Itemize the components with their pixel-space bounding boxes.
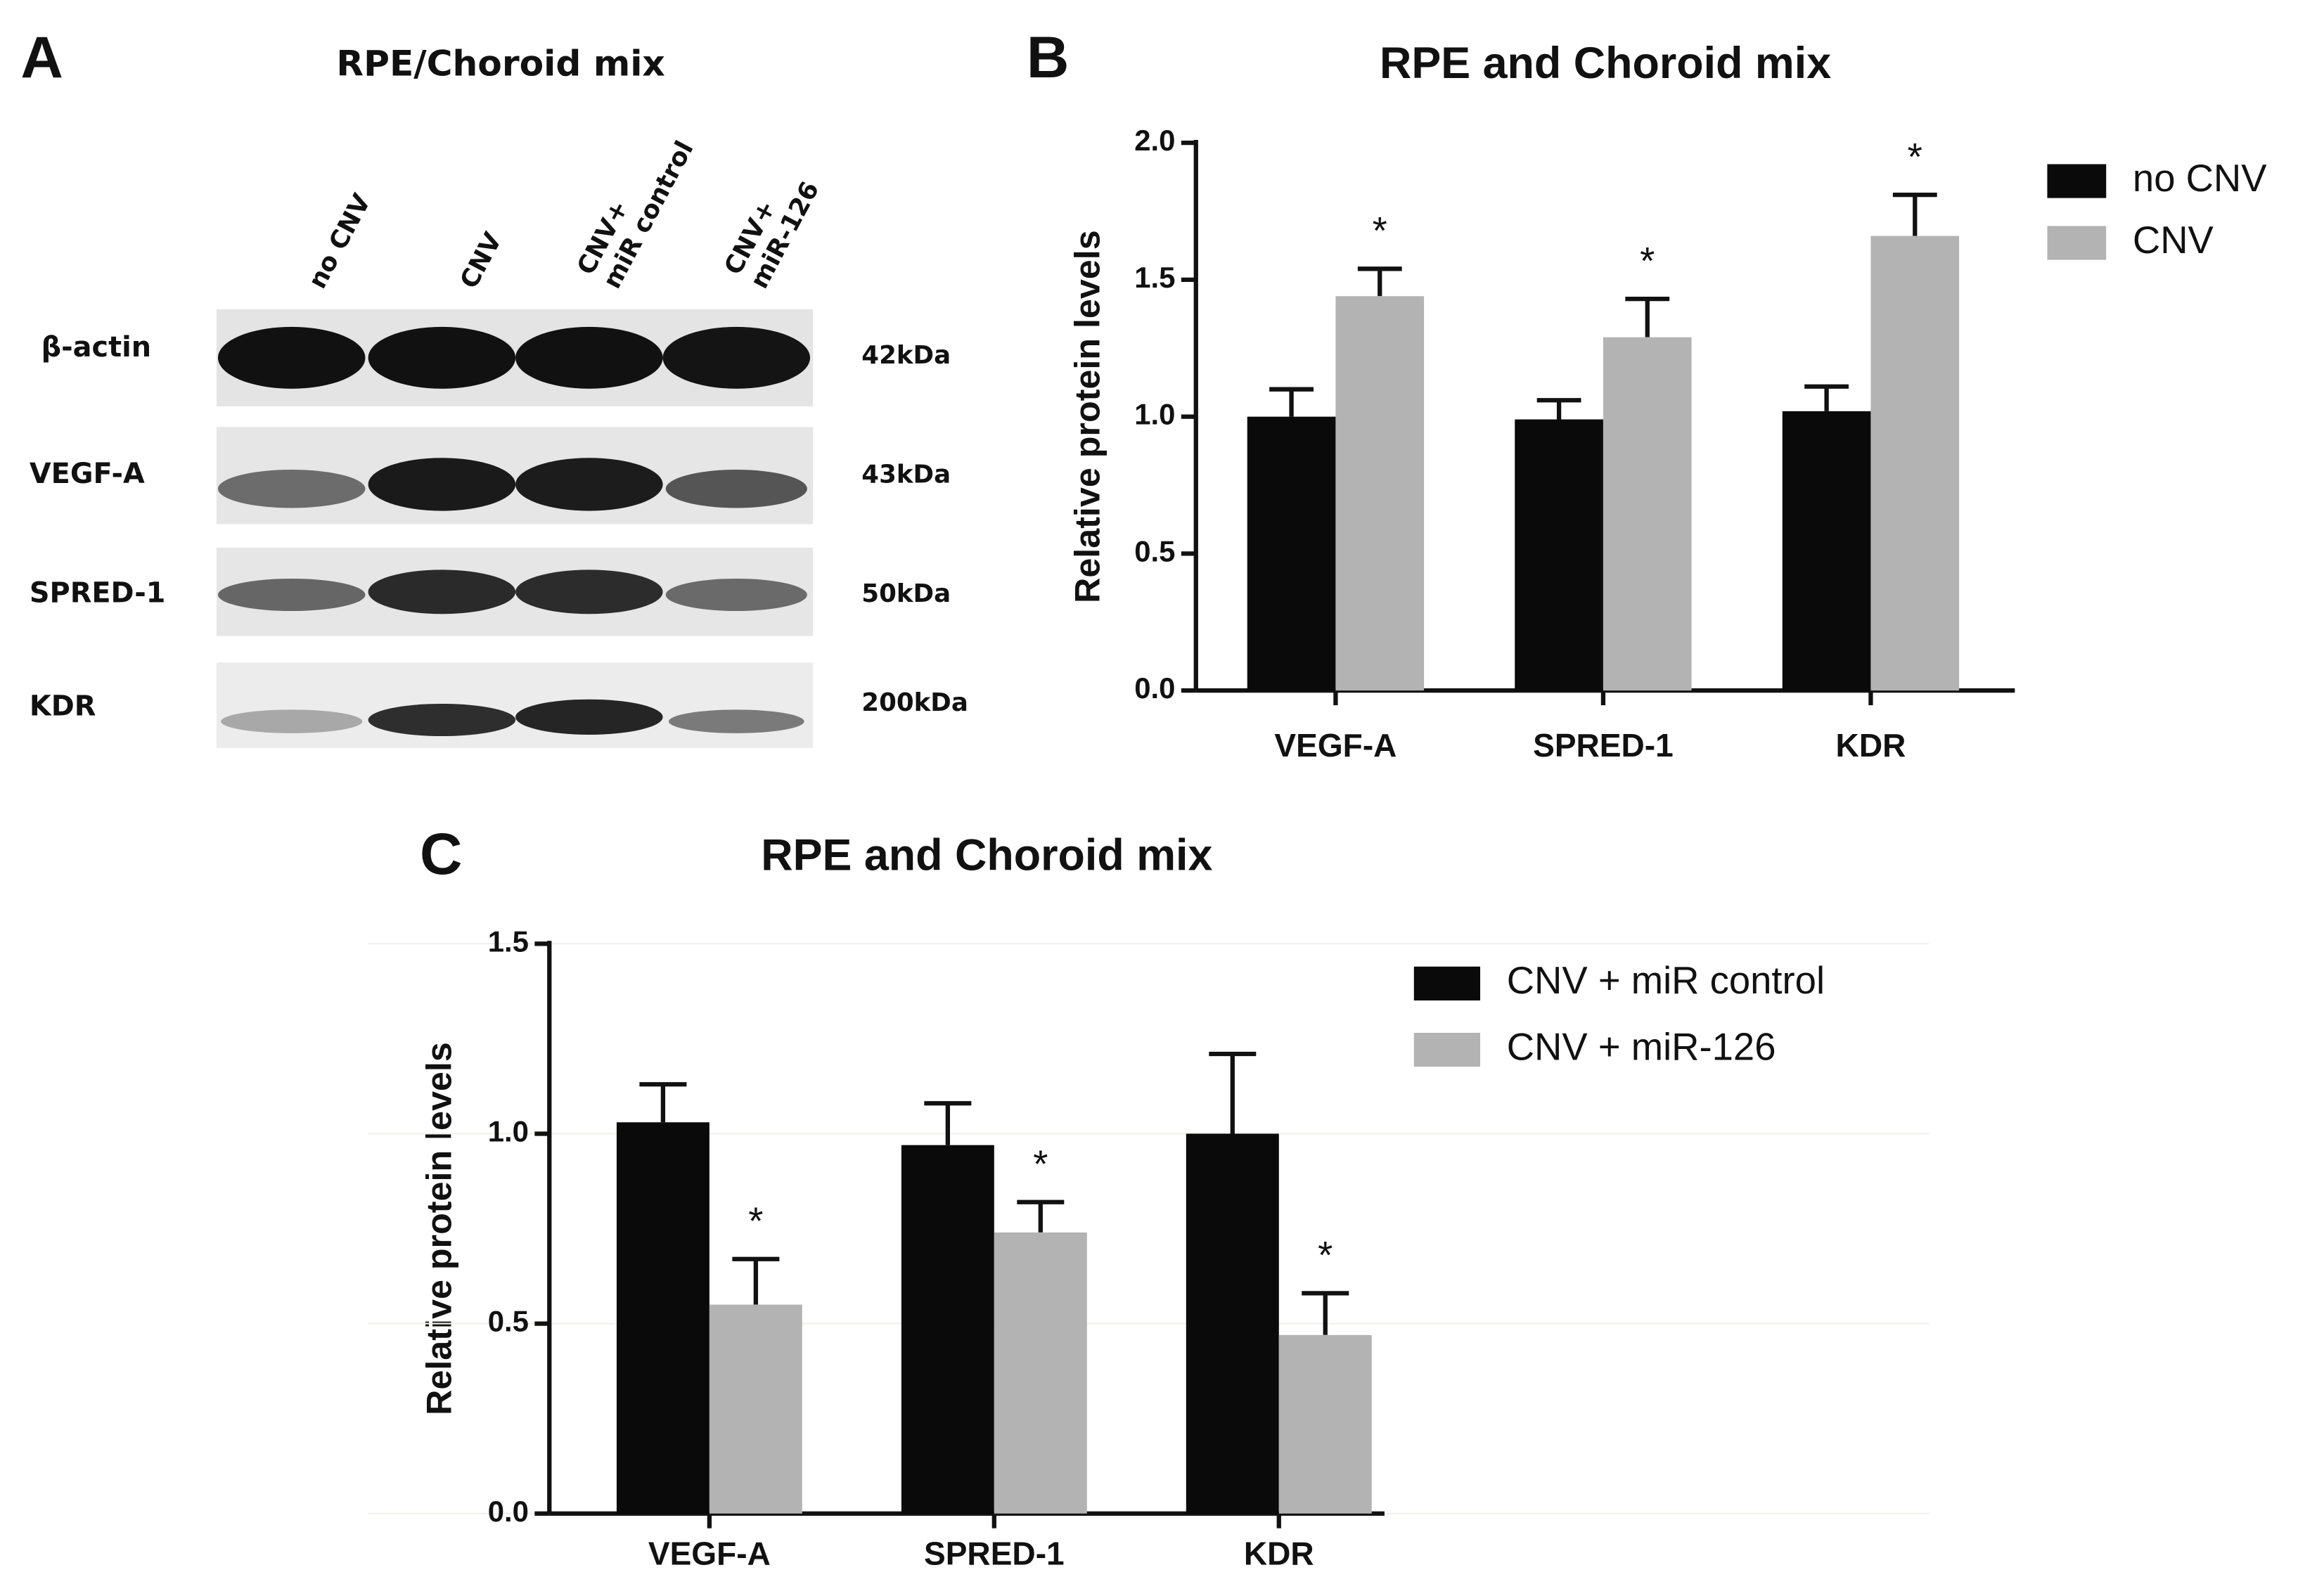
blot-band <box>665 578 807 612</box>
blot-band <box>662 326 811 389</box>
bar <box>616 1122 710 1514</box>
band-size: 50kDa <box>861 579 951 608</box>
band-size: 43kDa <box>861 460 951 489</box>
bar-chart: C RPE and Choroid mix Relative protein lev… <box>368 820 1930 1572</box>
blot-band <box>217 578 366 612</box>
bar <box>1515 419 1603 691</box>
bar <box>901 1145 994 1514</box>
bar <box>1247 416 1336 691</box>
row-label: SPRED-1 <box>30 577 166 610</box>
panel-label: B <box>1027 24 1070 90</box>
y-tick-label: 0.5 <box>1134 534 1175 567</box>
row-label: β-actin <box>41 331 151 363</box>
chart-title: RPE and Choroid mix <box>761 830 1212 880</box>
bar-chart: B RPE and Choroid mix Relative protein lev… <box>1027 24 2267 764</box>
blot-band <box>217 326 366 389</box>
legend-swatch <box>2047 226 2107 260</box>
band-size: 200kDa <box>861 688 968 717</box>
bar <box>1186 1133 1279 1514</box>
blot-band <box>368 458 516 511</box>
panel-label: C <box>420 820 463 887</box>
blot-band <box>217 470 366 508</box>
y-tick-label: 0.0 <box>1134 671 1175 704</box>
bar <box>994 1232 1087 1514</box>
y-tick-label: 1.0 <box>488 1115 529 1148</box>
row-label: VEGF-A <box>30 458 145 490</box>
bar <box>1870 236 1960 691</box>
blot-band <box>515 699 663 735</box>
bar <box>1335 296 1425 691</box>
band-size: 42kDa <box>861 341 951 370</box>
panel-title: RPE/Choroid mix <box>336 43 664 84</box>
blot-strip <box>216 662 814 748</box>
blot-band <box>668 709 804 733</box>
blot-strips <box>216 309 814 748</box>
blot-band <box>221 709 363 733</box>
x-tick-label: KDR <box>1836 727 1906 764</box>
significance-marker: * <box>1908 135 1922 178</box>
legend-label: no CNV <box>2133 157 2267 200</box>
blot-band <box>368 703 516 737</box>
row-label: KDR <box>30 690 96 723</box>
bar <box>1603 337 1692 691</box>
significance-marker: * <box>1033 1143 1048 1185</box>
significance-marker: * <box>1640 239 1655 282</box>
blot-band <box>368 326 516 389</box>
legend-label: CNV + miR-126 <box>1507 1025 1776 1068</box>
x-tick-label: VEGF-A <box>1274 727 1397 764</box>
y-tick-label: 1.0 <box>1134 398 1175 431</box>
y-tick-label: 0.0 <box>488 1495 529 1528</box>
bar <box>709 1304 802 1514</box>
blot-band <box>515 458 663 511</box>
legend-swatch <box>2047 164 2107 198</box>
legend-swatch <box>1413 1033 1481 1067</box>
x-tick-label: VEGF-A <box>648 1536 771 1572</box>
significance-marker: * <box>748 1199 763 1242</box>
blot-band <box>665 470 807 508</box>
y-tick-label: 1.5 <box>488 925 529 958</box>
legend-swatch <box>1413 966 1481 1000</box>
bar <box>1278 1334 1372 1514</box>
y-axis-label: Relative protein levels <box>1067 230 1107 603</box>
y-axis-label: Relative protein levels <box>420 1042 459 1415</box>
x-tick-label: SPRED-1 <box>1533 727 1674 764</box>
legend-label: CNV <box>2133 219 2214 262</box>
chart-title: RPE and Choroid mix <box>1380 39 1831 88</box>
western-blot-panel: A RPE/Choroid mix <box>20 24 968 748</box>
y-tick-label: 0.5 <box>488 1305 529 1338</box>
x-tick-label: KDR <box>1244 1536 1314 1572</box>
y-tick-label: 2.0 <box>1134 124 1175 157</box>
significance-marker: * <box>1318 1234 1333 1277</box>
y-tick-label: 1.5 <box>1134 261 1175 294</box>
blot-band <box>515 326 663 389</box>
bar <box>1782 411 1871 691</box>
blot-band <box>368 569 516 614</box>
x-tick-label: SPRED-1 <box>924 1536 1065 1572</box>
significance-marker: * <box>1373 209 1387 252</box>
legend-label: CNV + miR control <box>1507 959 1825 1002</box>
panel-label: A <box>20 24 63 90</box>
blot-band <box>515 569 663 614</box>
